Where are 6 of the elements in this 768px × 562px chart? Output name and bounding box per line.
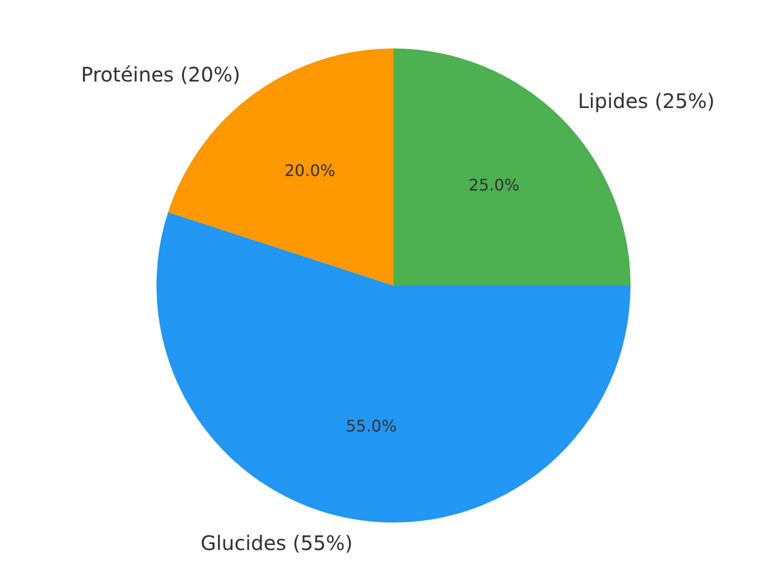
slice-label: Glucides (55%) <box>200 530 353 555</box>
data-label: 20.0% <box>284 160 336 180</box>
slice-label: Protéines (20%) <box>81 62 240 87</box>
data-label: 25.0% <box>468 175 520 194</box>
data-label: 55.0% <box>346 416 397 436</box>
slice-label: Lipides (25%) <box>578 89 715 114</box>
